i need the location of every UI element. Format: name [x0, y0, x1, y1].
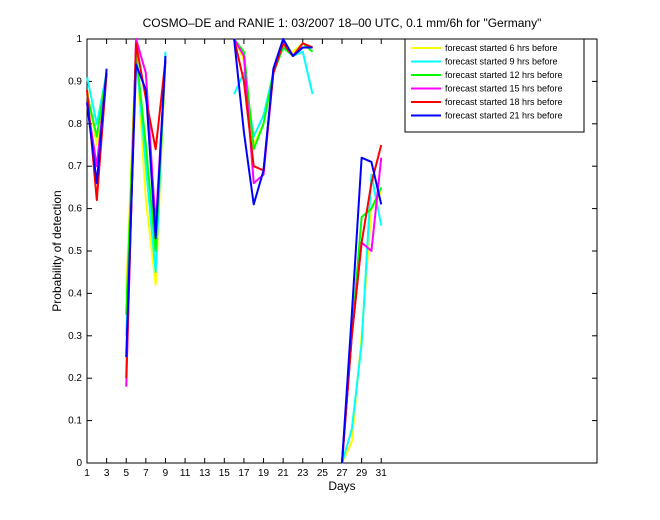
x-tick-label: 1 [84, 468, 90, 479]
y-tick-label: 0 [76, 458, 82, 469]
y-tick-label: 0.9 [68, 76, 82, 87]
x-tick-label: 25 [317, 468, 329, 479]
x-tick-label: 31 [376, 468, 388, 479]
x-tick-label: 9 [163, 468, 169, 479]
y-tick-label: 0.6 [68, 204, 82, 215]
y-axis-label: Probability of detection [50, 190, 64, 311]
y-tick-label: 0.8 [68, 119, 82, 130]
x-tick-label: 3 [104, 468, 110, 479]
x-tick-label: 23 [297, 468, 309, 479]
y-tick-label: 1 [76, 34, 82, 45]
legend-label: forecast started 15 hrs before [445, 84, 563, 94]
y-tick-label: 0.5 [68, 246, 82, 257]
x-tick-label: 7 [143, 468, 149, 479]
y-tick-label: 0.3 [68, 331, 82, 342]
x-tick-label: 17 [238, 468, 250, 479]
chart-title: COSMO–DE and RANIE 1: 03/2007 18–00 UTC,… [143, 16, 542, 30]
x-tick-label: 21 [278, 468, 290, 479]
y-tick-label: 0.4 [68, 288, 82, 299]
legend-label: forecast started 6 hrs before [445, 43, 558, 53]
y-tick-label: 0.2 [68, 373, 82, 384]
series-line [86, 38, 383, 464]
series-line [86, 38, 383, 464]
x-tick-label: 29 [356, 468, 368, 479]
legend-label: forecast started 9 hrs before [445, 57, 558, 67]
y-tick-label: 0.7 [68, 161, 82, 172]
x-axis-label: Days [328, 479, 355, 493]
series-line [86, 38, 383, 464]
legend-label: forecast started 18 hrs before [445, 97, 563, 107]
x-tick-label: 13 [199, 468, 211, 479]
y-tick-label: 0.1 [68, 416, 82, 427]
series-line [86, 38, 383, 464]
x-tick-label: 27 [336, 468, 348, 479]
legend-label: forecast started 12 hrs before [445, 70, 563, 80]
legend-label: forecast started 21 hrs before [445, 111, 563, 121]
x-tick-label: 19 [258, 468, 270, 479]
x-tick-label: 11 [180, 468, 191, 479]
x-tick-label: 15 [219, 468, 231, 479]
x-tick-label: 5 [123, 468, 129, 479]
series-line [86, 46, 383, 464]
